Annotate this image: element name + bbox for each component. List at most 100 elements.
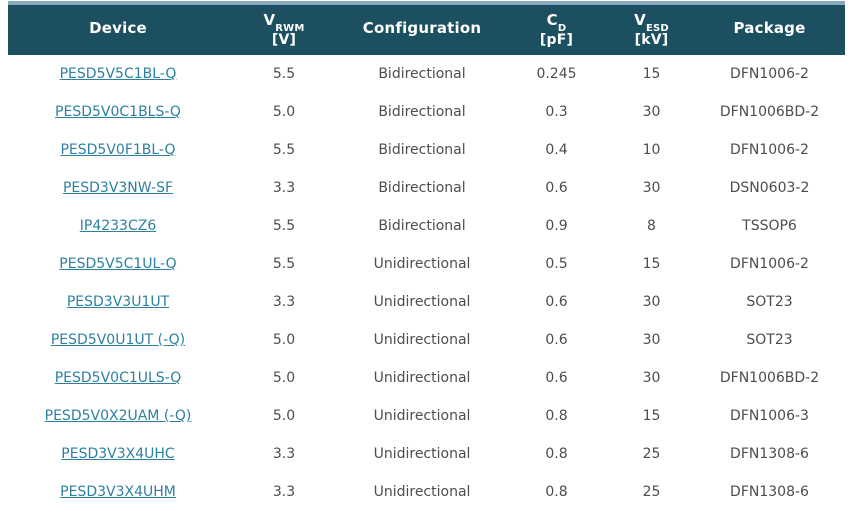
package-cell: TSSOP6 xyxy=(694,207,845,245)
vesd-cell: 10 xyxy=(609,131,694,169)
configuration-cell: Unidirectional xyxy=(340,473,504,511)
vrwm-cell: 3.3 xyxy=(228,473,340,511)
table-row: PESD5V0X2UAM (-Q) 5.0 Unidirectional 0.8… xyxy=(8,397,845,435)
table-row: PESD3V3X4UHM 3.3 Unidirectional 0.8 25 D… xyxy=(8,473,845,511)
device-cell: IP4233CZ6 xyxy=(8,207,228,245)
table-row: PESD5V0C1ULS-Q 5.0 Unidirectional 0.6 30… xyxy=(8,359,845,397)
configuration-cell: Bidirectional xyxy=(340,169,504,207)
vesd-cell: 15 xyxy=(609,397,694,435)
vesd-cell: 25 xyxy=(609,473,694,511)
device-link[interactable]: PESD5V0X2UAM (-Q) xyxy=(44,408,192,424)
device-cell: PESD5V0U1UT (-Q) xyxy=(8,321,228,359)
device-cell: PESD5V0F1BL-Q xyxy=(8,131,228,169)
vrwm-cell: 5.5 xyxy=(228,207,340,245)
vrwm-cell: 5.5 xyxy=(228,131,340,169)
header-label: Device xyxy=(89,18,147,37)
vesd-cell: 30 xyxy=(609,321,694,359)
vesd-cell: 15 xyxy=(609,245,694,283)
device-cell: PESD5V0X2UAM (-Q) xyxy=(8,397,228,435)
cd-cell: 0.8 xyxy=(504,397,609,435)
package-cell: DFN1308-6 xyxy=(694,473,845,511)
table-body: PESD5V5C1BL-Q 5.5 Bidirectional 0.245 15… xyxy=(8,55,845,511)
vrwm-cell: 3.3 xyxy=(228,283,340,321)
device-link[interactable]: PESD3V3U1UT xyxy=(66,294,170,310)
vrwm-cell: 3.3 xyxy=(228,169,340,207)
device-cell: PESD3V3X4UHC xyxy=(8,435,228,473)
header-subscript: RWM xyxy=(275,22,305,34)
vrwm-cell: 5.0 xyxy=(228,359,340,397)
package-cell: SOT23 xyxy=(694,283,845,321)
cd-cell: 0.3 xyxy=(504,93,609,131)
configuration-cell: Unidirectional xyxy=(340,435,504,473)
column-header-vrwm: VRWM [V] xyxy=(228,3,340,55)
configuration-cell: Unidirectional xyxy=(340,283,504,321)
package-cell: SOT23 xyxy=(694,321,845,359)
cd-cell: 0.6 xyxy=(504,359,609,397)
configuration-cell: Bidirectional xyxy=(340,93,504,131)
table-row: PESD5V0U1UT (-Q) 5.0 Unidirectional 0.6 … xyxy=(8,321,845,359)
cd-cell: 0.9 xyxy=(504,207,609,245)
header-row: Device VRWM [V] Configuration CD [pF] VE… xyxy=(8,3,845,55)
cd-cell: 0.6 xyxy=(504,283,609,321)
vesd-cell: 25 xyxy=(609,435,694,473)
configuration-cell: Unidirectional xyxy=(340,397,504,435)
device-cell: PESD5V5C1UL-Q xyxy=(8,245,228,283)
table-row: PESD5V5C1BL-Q 5.5 Bidirectional 0.245 15… xyxy=(8,55,845,93)
vesd-cell: 15 xyxy=(609,55,694,93)
device-cell: PESD5V0C1ULS-Q xyxy=(8,359,228,397)
vesd-cell: 30 xyxy=(609,93,694,131)
header-label: Package xyxy=(733,18,806,37)
column-header-device: Device xyxy=(8,3,228,55)
configuration-cell: Unidirectional xyxy=(340,359,504,397)
table-row: PESD5V0C1BLS-Q 5.0 Bidirectional 0.3 30 … xyxy=(8,93,845,131)
header-unit: [V] xyxy=(271,32,297,49)
vrwm-cell: 5.5 xyxy=(228,55,340,93)
header-unit: [kV] xyxy=(634,32,669,49)
table-row: PESD3V3X4UHC 3.3 Unidirectional 0.8 25 D… xyxy=(8,435,845,473)
table-row: PESD5V5C1UL-Q 5.5 Unidirectional 0.5 15 … xyxy=(8,245,845,283)
cd-cell: 0.5 xyxy=(504,245,609,283)
device-cell: PESD3V3U1UT xyxy=(8,283,228,321)
device-link[interactable]: IP4233CZ6 xyxy=(79,218,157,234)
configuration-cell: Unidirectional xyxy=(340,321,504,359)
vesd-cell: 30 xyxy=(609,359,694,397)
device-link[interactable]: PESD5V0U1UT (-Q) xyxy=(50,332,186,348)
configuration-cell: Unidirectional xyxy=(340,245,504,283)
vrwm-cell: 3.3 xyxy=(228,435,340,473)
table-row: PESD5V0F1BL-Q 5.5 Bidirectional 0.4 10 D… xyxy=(8,131,845,169)
device-link[interactable]: PESD3V3X4UHM xyxy=(60,484,176,500)
cd-cell: 0.6 xyxy=(504,169,609,207)
cd-cell: 0.8 xyxy=(504,435,609,473)
table-row: PESD3V3NW-SF 3.3 Bidirectional 0.6 30 DS… xyxy=(8,169,845,207)
device-link[interactable]: PESD5V0C1ULS-Q xyxy=(54,370,182,386)
package-cell: DFN1006-2 xyxy=(694,131,845,169)
device-link[interactable]: PESD5V0C1BLS-Q xyxy=(55,104,181,120)
cd-cell: 0.6 xyxy=(504,321,609,359)
device-cell: PESD5V5C1BL-Q xyxy=(8,55,228,93)
vesd-cell: 8 xyxy=(609,207,694,245)
device-cell: PESD3V3X4UHM xyxy=(8,473,228,511)
table-header: Device VRWM [V] Configuration CD [pF] VE… xyxy=(8,3,845,55)
header-label: V xyxy=(634,10,646,29)
package-cell: DFN1006BD-2 xyxy=(694,93,845,131)
header-subscript: ESD xyxy=(645,22,669,34)
table-row: PESD3V3U1UT 3.3 Unidirectional 0.6 30 SO… xyxy=(8,283,845,321)
package-cell: DFN1006-3 xyxy=(694,397,845,435)
configuration-cell: Bidirectional xyxy=(340,207,504,245)
package-cell: DFN1006-2 xyxy=(694,245,845,283)
package-cell: DFN1006-2 xyxy=(694,55,845,93)
device-link[interactable]: PESD5V0F1BL-Q xyxy=(60,142,176,158)
device-link[interactable]: PESD5V5C1BL-Q xyxy=(59,66,177,82)
device-link[interactable]: PESD3V3NW-SF xyxy=(62,180,174,196)
package-cell: DFN1308-6 xyxy=(694,435,845,473)
vrwm-cell: 5.0 xyxy=(228,397,340,435)
device-link[interactable]: PESD5V5C1UL-Q xyxy=(59,256,177,272)
device-link[interactable]: PESD3V3X4UHC xyxy=(61,446,175,462)
cd-cell: 0.8 xyxy=(504,473,609,511)
column-header-vesd: VESD [kV] xyxy=(609,3,694,55)
device-cell: PESD3V3NW-SF xyxy=(8,169,228,207)
vrwm-cell: 5.0 xyxy=(228,321,340,359)
header-unit: [pF] xyxy=(539,32,574,49)
vesd-cell: 30 xyxy=(609,283,694,321)
